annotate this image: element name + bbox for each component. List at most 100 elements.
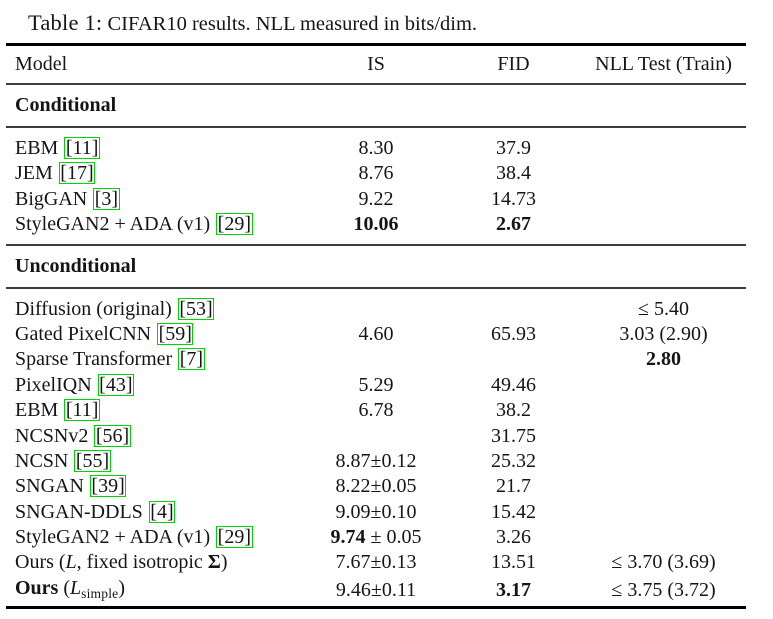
citation-link[interactable]: [3] (93, 187, 120, 210)
table-row: Ours (Lsimple) 9.46±0.11 3.17 ≤ 3.75 (3.72) (6, 576, 746, 603)
text-span: BigGAN (15, 187, 93, 210)
citation-link[interactable]: [56] (94, 424, 131, 447)
text-span: 6.78 (358, 399, 394, 422)
text-span: , fixed isotropic (76, 551, 208, 574)
citation-link[interactable]: [43] (97, 373, 134, 396)
text-span: Sparse Transformer (15, 348, 178, 371)
model-cell: NCSNv2 [56] (6, 424, 306, 449)
model-cell: Gated PixelCNN [59] (6, 322, 306, 347)
text-span: simple (81, 585, 119, 601)
text-span: ) (118, 576, 126, 599)
text-span: 9.22 (358, 187, 394, 210)
table-row: Sparse Transformer [7] 2.80 (6, 347, 746, 372)
nll-cell: ≤ 5.40 (581, 297, 746, 322)
is-cell: 7.67±0.13 (306, 550, 446, 575)
citation-link[interactable]: [29] (216, 213, 253, 236)
text-span: PixelIQN (15, 373, 97, 396)
text-span: Ours (15, 576, 59, 599)
citation-link[interactable]: [39] (89, 475, 127, 498)
text-span: 2.67 (496, 213, 531, 236)
column-header-model: Model (15, 53, 68, 75)
nll-cell: ≤ 3.70 (3.69) (581, 550, 746, 575)
text-span: L (65, 551, 77, 574)
table-row: NCSNv2 [56] 31.75 (6, 424, 746, 449)
text-span: 9.46±0.11 (335, 579, 417, 602)
fid-cell: 65.93 (446, 322, 581, 347)
table-section-conditional: Conditional EBM [11] 8.30 37.9 JEM [17] 8.76 3… (6, 85, 746, 246)
citation-link[interactable]: [59] (157, 322, 194, 345)
text-span: 31.75 (491, 424, 536, 447)
text-span: Σ (207, 551, 221, 574)
table-row: StyleGAN2 + ADA (v1) [29] 10.06 2.67 (6, 212, 746, 237)
citation-link[interactable]: [17] (58, 162, 96, 185)
table-section-unconditional: Unconditional Diffusion (original) [53] ≤ … (6, 246, 746, 607)
text-span: 8.30 (358, 137, 394, 159)
text-span: Gated PixelCNN (15, 322, 157, 345)
fid-cell: 25.32 (446, 449, 581, 474)
text-span: StyleGAN2 + ADA (v1) (15, 526, 216, 549)
text-span: 65.93 (491, 322, 536, 345)
text-span: 21.7 (496, 475, 531, 498)
model-cell: StyleGAN2 + ADA (v1) [29] (6, 525, 306, 550)
model-cell: SNGAN-DDLS [4] (6, 500, 306, 525)
model-cell: Ours (L, fixed isotropic Σ) (6, 550, 306, 575)
text-span: NCSNv2 (15, 424, 94, 447)
text-span: 8.76 (358, 162, 394, 185)
text-span: Ours ( (15, 551, 66, 574)
text-span: ) (220, 551, 228, 574)
is-cell: 8.30 (306, 136, 446, 161)
text-span: 38.2 (496, 399, 531, 422)
table-row: EBM [11] 6.78 38.2 (6, 398, 746, 423)
column-header-nll: NLL Test (Train) (595, 53, 732, 75)
citation-link[interactable]: [11] (64, 399, 100, 422)
table-row: StyleGAN2 + ADA (v1) [29] 9.74 ± 0.05 3.26 (6, 525, 746, 550)
text-span: 7.67±0.13 (335, 551, 417, 574)
table-row: NCSN [55] 8.87±0.12 25.32 (6, 449, 746, 474)
fid-cell: 37.9 (446, 136, 581, 161)
citation-link[interactable]: [29] (216, 526, 253, 549)
is-cell: 10.06 (306, 212, 446, 237)
fid-cell: 49.46 (446, 373, 581, 398)
model-cell: Ours (Lsimple) (6, 576, 306, 606)
citation-link[interactable]: [4] (148, 500, 176, 523)
citation-link[interactable]: [7] (178, 348, 205, 371)
fid-cell: 38.4 (446, 161, 581, 186)
nll-cell: 3.03 (2.90) (581, 322, 746, 347)
text-span: 9.09±0.10 (335, 500, 417, 523)
citation-link[interactable]: [55] (74, 449, 111, 472)
text-span: ≤ 3.75 (3.72) (611, 579, 716, 602)
text-span: 10.06 (353, 213, 399, 236)
text-span: L (70, 576, 82, 599)
is-cell: 4.60 (306, 322, 446, 347)
citation-link[interactable]: [53] (177, 297, 215, 320)
text-span: Diffusion (original) (15, 297, 177, 320)
text-span: ≤ 5.40 (638, 297, 689, 320)
text-span: 38.4 (496, 162, 531, 185)
table-row: Ours (L, fixed isotropic Σ) 7.67±0.13 13.5… (6, 550, 746, 575)
table-row: EBM [11] 8.30 37.9 (6, 136, 746, 161)
table-row: BigGAN [3] 9.22 14.73 (6, 187, 746, 212)
text-span: 3.17 (496, 579, 531, 602)
table-row: Gated PixelCNN [59] 4.60 65.93 3.03 (2.90) (6, 322, 746, 347)
fid-cell: 14.73 (446, 187, 581, 212)
fid-cell: 2.67 (446, 212, 581, 237)
table-row: JEM [17] 8.76 38.4 (6, 161, 746, 186)
nll-cell: ≤ 3.75 (3.72) (581, 578, 746, 603)
fid-cell: 38.2 (446, 398, 581, 423)
results-table: Model IS FID NLL Test (Train) Conditiona… (6, 43, 746, 610)
text-span: ( (58, 576, 71, 599)
fid-cell: 13.51 (446, 550, 581, 575)
text-span: 25.32 (491, 449, 536, 472)
is-cell: 9.09±0.10 (306, 500, 446, 525)
caption-text: CIFAR10 results. NLL measured in bits/di… (102, 13, 478, 35)
model-cell: SNGAN [39] (6, 474, 306, 499)
citation-link[interactable]: [11] (64, 137, 100, 159)
text-span: SNGAN (15, 475, 89, 498)
model-cell: Sparse Transformer [7] (6, 347, 306, 372)
text-span: 3.03 (2.90) (619, 322, 708, 345)
section-body-conditional: EBM [11] 8.30 37.9 JEM [17] 8.76 38.4 BigGAN [… (6, 128, 746, 246)
fid-cell: 3.17 (446, 578, 581, 603)
column-header-is: IS (367, 53, 385, 75)
model-cell: BigGAN [3] (6, 187, 306, 212)
